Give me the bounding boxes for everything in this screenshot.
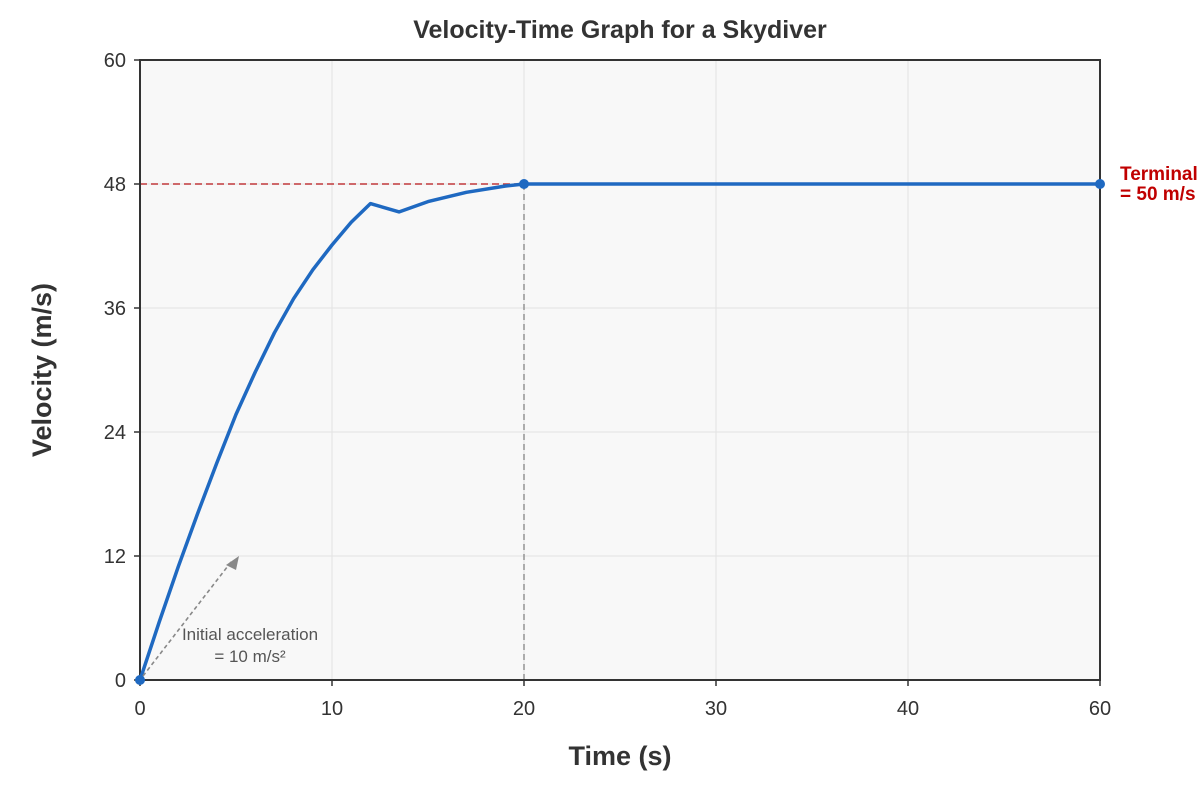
x-tick-label: 20: [513, 698, 535, 720]
x-tick-label: 0: [134, 698, 145, 720]
y-axis-title: Velocity (m/s): [27, 283, 57, 457]
y-tick-label: 60: [104, 50, 126, 72]
data-point-marker: [519, 179, 529, 189]
plot-area: [140, 60, 1100, 680]
y-tick-label: 0: [115, 670, 126, 692]
acceleration-arrow-head: [226, 556, 239, 570]
grid-lines: [140, 60, 1100, 680]
acceleration-arrow: [142, 561, 232, 677]
y-tick-label: 12: [104, 546, 126, 568]
y-tick-label: 36: [104, 298, 126, 320]
acceleration-label-line2: = 10 m/s²: [214, 647, 286, 666]
terminal-label-line2: = 50 m/s: [1120, 184, 1196, 205]
chart-title: Velocity-Time Graph for a Skydiver: [413, 16, 827, 44]
velocity-series-line: [138, 182, 1102, 682]
acceleration-label-line1: Initial acceleration: [182, 625, 318, 644]
terminal-label-line1: Terminal: [1120, 164, 1198, 185]
terminal-annotation: Terminal = 50 m/s: [1120, 164, 1198, 205]
x-axis-ticks: 0 10 20 30 40 60: [134, 680, 1111, 720]
plot-frame: [139, 59, 1101, 681]
y-tick-label: 48: [104, 174, 126, 196]
acceleration-annotation: Initial acceleration = 10 m/s²: [142, 556, 318, 677]
x-axis-title: Time (s): [568, 741, 671, 771]
x-tick-label: 40: [897, 698, 919, 720]
y-axis-ticks: 0 12 24 36 48 60: [104, 50, 140, 692]
data-point-marker: [135, 675, 145, 685]
x-tick-label: 10: [321, 698, 343, 720]
x-tick-label: 60: [1089, 698, 1111, 720]
data-point-marker: [1095, 179, 1105, 189]
y-tick-label: 24: [104, 422, 126, 444]
x-tick-label: 30: [705, 698, 727, 720]
reference-lines: [140, 183, 525, 680]
series-group: [135, 179, 1105, 685]
